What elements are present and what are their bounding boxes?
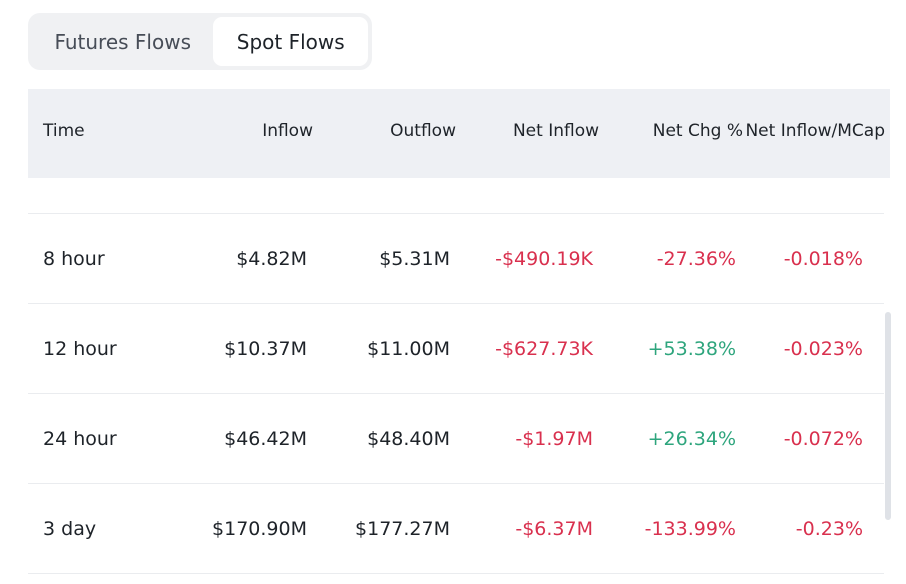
cell-net-chg: +53.38% <box>647 338 736 360</box>
header-time[interactable]: Time <box>43 121 85 141</box>
header-outflow[interactable]: Outflow <box>390 121 456 141</box>
cell-time: 24 hour <box>43 428 117 450</box>
cell-outflow: $5.31M <box>379 248 450 270</box>
cell-net-chg: -133.99% <box>644 518 736 540</box>
cell-net-inflow: -$490.19K <box>495 248 593 270</box>
cell-net-inflow-mcap: -0.018% <box>783 248 863 270</box>
header-net-inflow-mcap[interactable]: Net Inflow/MCap <box>745 121 885 141</box>
cell-net-chg: -27.36% <box>656 248 736 270</box>
cell-net-chg: +26.34% <box>647 428 736 450</box>
table-row: 8 hour $4.82M $5.31M -$490.19K -27.36% -… <box>28 214 884 304</box>
cell-time: 12 hour <box>43 338 117 360</box>
table-row: 3 day $170.90M $177.27M -$6.37M -133.99%… <box>28 484 884 574</box>
header-inflow[interactable]: Inflow <box>262 121 313 141</box>
cell-net-inflow-mcap: -0.023% <box>783 338 863 360</box>
tab-futures-flows[interactable]: Futures Flows <box>54 29 191 54</box>
cell-time: 8 hour <box>43 248 105 270</box>
cell-inflow: $46.42M <box>224 428 307 450</box>
header-net-chg[interactable]: Net Chg % <box>652 121 743 141</box>
cell-net-inflow-mcap: -0.072% <box>783 428 863 450</box>
cell-outflow: $48.40M <box>367 428 450 450</box>
flow-tabs: Futures Flows Spot Flows <box>28 13 372 70</box>
cell-net-inflow-mcap: -0.23% <box>795 518 863 540</box>
table-row: 24 hour $46.42M $48.40M -$1.97M +26.34% … <box>28 394 884 484</box>
cell-outflow: $11.00M <box>367 338 450 360</box>
tab-spot-flows[interactable]: Spot Flows <box>213 17 368 66</box>
cell-net-inflow: -$627.73K <box>495 338 593 360</box>
cell-inflow: $4.82M <box>236 248 307 270</box>
table-header: Time Inflow Outflow Net Inflow Net Chg %… <box>28 89 890 178</box>
cell-inflow: $170.90M <box>212 518 307 540</box>
header-net-inflow[interactable]: Net Inflow <box>512 121 599 141</box>
table-spacer-row <box>28 178 884 214</box>
cell-net-inflow: -$6.37M <box>515 518 593 540</box>
vertical-scrollbar[interactable] <box>885 312 891 520</box>
flows-table: Time Inflow Outflow Net Inflow Net Chg %… <box>28 89 890 574</box>
cell-net-inflow: -$1.97M <box>515 428 593 450</box>
cell-time: 3 day <box>43 518 97 540</box>
table-row: 12 hour $10.37M $11.00M -$627.73K +53.38… <box>28 304 884 394</box>
cell-inflow: $10.37M <box>224 338 307 360</box>
cell-outflow: $177.27M <box>355 518 450 540</box>
